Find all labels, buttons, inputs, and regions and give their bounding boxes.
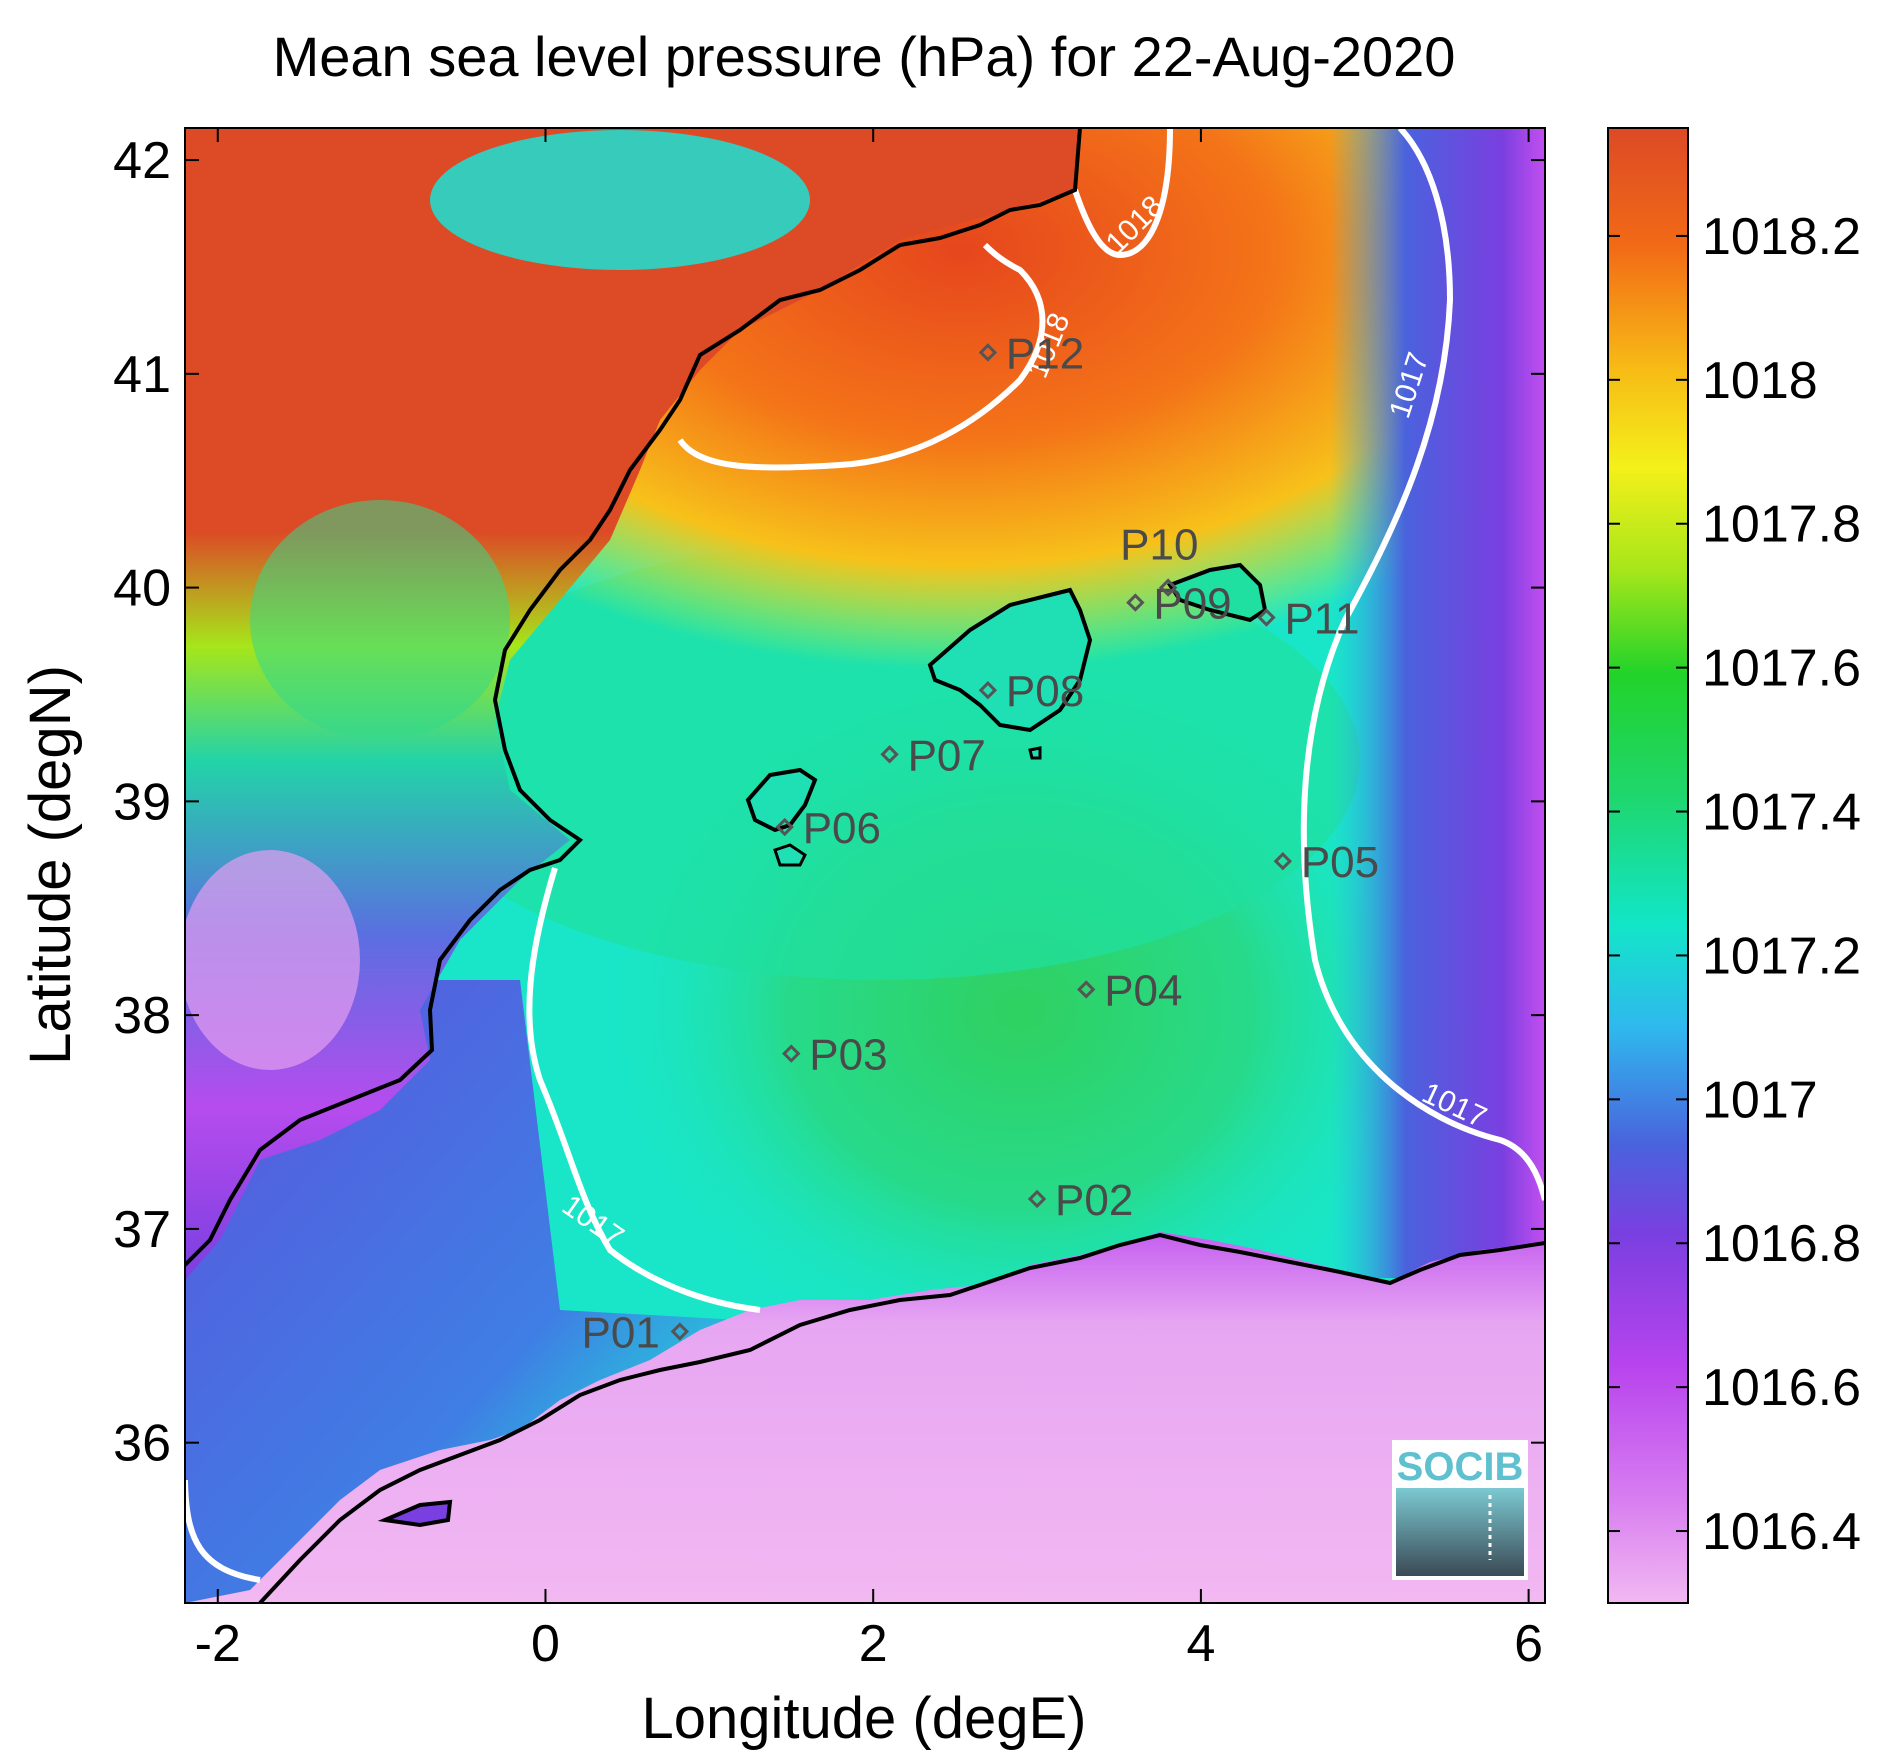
socib-logo-wave — [1396, 1488, 1524, 1576]
colorbar-tick-label: 1017.2 — [1702, 927, 1861, 985]
station-label: P02 — [1055, 1176, 1133, 1225]
ibiza-island — [745, 767, 818, 833]
map-frame — [184, 127, 1546, 1604]
colorbar-tick-label: 1016.6 — [1702, 1359, 1861, 1417]
y-axis: 36 37 38 39 40 41 42 — [113, 132, 1545, 1473]
isobar-1018-north — [677, 242, 1046, 471]
eastern-low-pressure-field — [1330, 128, 1545, 1278]
station-marker — [1077, 980, 1096, 999]
station-label: P05 — [1301, 838, 1379, 887]
y-tick-label: 38 — [113, 987, 171, 1045]
station-marker — [978, 681, 998, 700]
x-tick-label: 6 — [1514, 1615, 1543, 1673]
station-marker — [1126, 593, 1145, 612]
africa-land — [185, 1232, 1545, 1603]
map-title: Mean sea level pressure (hPa) for 22-Aug… — [273, 25, 1456, 88]
iberia-highland-magenta — [185, 850, 360, 1070]
station-label: P09 — [1153, 580, 1231, 629]
iberia-land — [185, 128, 1080, 1280]
y-tick-label: 42 — [113, 132, 171, 190]
y-tick-label: 40 — [113, 560, 171, 618]
socib-logo-text: SOCIB — [1397, 1445, 1524, 1489]
y-tick-label: 41 — [113, 346, 171, 404]
x-tick-label: 2 — [859, 1615, 888, 1673]
station-marker — [1027, 1189, 1047, 1209]
station-markers: P01 P02 P03 P04 P05 P06 P07 P08 P09 P10 P11 P12 — [582, 329, 1380, 1357]
y-axis-label: Latitude (degN) — [18, 665, 83, 1065]
station-marker — [880, 745, 899, 764]
x-tick-label: 0 — [531, 1615, 560, 1673]
isobar-1017-west — [526, 867, 761, 1313]
station-label: P03 — [809, 1031, 887, 1080]
socib-logo: SOCIB — [1392, 1440, 1528, 1580]
station-marker — [670, 1322, 690, 1341]
station-label: P07 — [908, 731, 986, 780]
station-marker — [1273, 852, 1293, 871]
isobar-1018-northeast — [1072, 128, 1173, 259]
x-axis: -2 0 2 4 6 — [195, 128, 1543, 1673]
colorbar-tick-label: 1018 — [1702, 352, 1818, 410]
colorbar-tick-label: 1017.4 — [1702, 784, 1861, 842]
station-marker — [978, 343, 998, 362]
x-tick-label: 4 — [1186, 1615, 1215, 1673]
mallorca-island — [927, 587, 1093, 733]
station-label: P11 — [1284, 595, 1359, 644]
formentera-island — [773, 843, 807, 867]
colorbar-tick-label: 1017.8 — [1702, 496, 1861, 554]
colorbar: 1016.4 1016.6 1016.8 1017 1017.2 1017.4 1017.6… — [1607, 127, 1861, 1604]
station-label: P12 — [1006, 329, 1084, 378]
cabrera-island — [1028, 746, 1042, 760]
colorbar-tick-label: 1016.8 — [1702, 1215, 1861, 1273]
y-tick-label: 39 — [113, 773, 171, 831]
station-label: P01 — [582, 1309, 660, 1358]
colorbar-gradient — [1607, 127, 1689, 1604]
map-plot-area: 1017 1017 1017 1018 1018 P01P02P03P04P05… — [185, 128, 1545, 1603]
station-marker — [782, 1044, 801, 1063]
y-tick-label: 37 — [113, 1201, 171, 1259]
colorbar-tick-label: 1017.6 — [1702, 640, 1861, 698]
colorbar-tick-label: 1016.4 — [1702, 1503, 1861, 1561]
station-marker — [1158, 578, 1178, 597]
colorbar-tick-label: 1018.2 — [1702, 208, 1861, 266]
station-label: P10 — [1120, 521, 1198, 570]
iberia-highland-green — [250, 500, 510, 740]
x-tick-label: -2 — [195, 1615, 241, 1673]
y-tick-label: 36 — [113, 1415, 171, 1473]
station-marker — [1257, 608, 1276, 627]
alboran-island — [377, 1499, 453, 1528]
x-axis-label: Longitude (degE) — [642, 1686, 1087, 1751]
station-label: P06 — [803, 804, 881, 853]
africa-coastline — [258, 1232, 1545, 1603]
isobar-1017-east — [1300, 128, 1545, 1201]
colorbar-tick-label: 1017 — [1702, 1071, 1818, 1129]
station-marker — [775, 817, 794, 837]
iberia-highland-cyan — [430, 130, 810, 270]
iberia-coastline — [185, 128, 1082, 1267]
station-label: P04 — [1104, 966, 1182, 1015]
station-label: P08 — [1006, 667, 1084, 716]
colorbar-ticks: 1016.4 1016.6 1016.8 1017 1017.2 1017.4 1017.6… — [1608, 208, 1861, 1561]
